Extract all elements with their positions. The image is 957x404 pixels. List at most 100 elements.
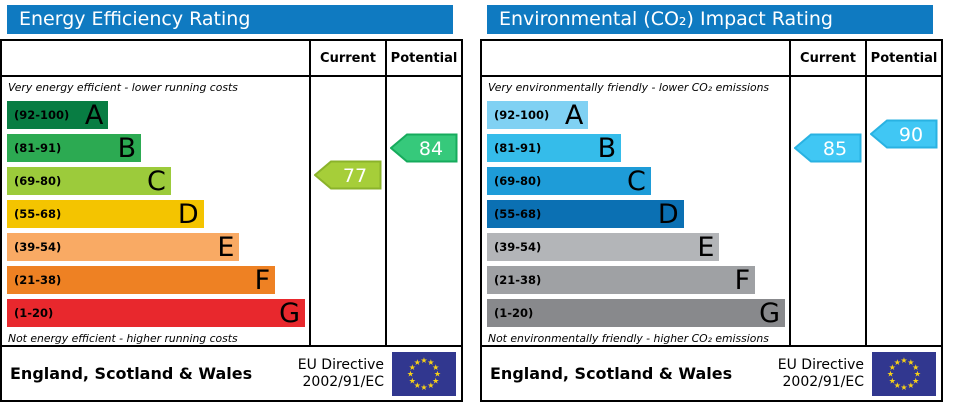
band-area: Very energy efficient - lower running co… [2, 77, 309, 345]
region-label: England, Scotland & Wales [10, 364, 253, 383]
band-range: (92-100) [494, 108, 550, 122]
environmental-impact-chart: Environmental (CO₂) Impact Rating Curren… [480, 0, 943, 402]
band-range: (55-68) [494, 207, 542, 221]
svg-text:★: ★ [907, 357, 914, 366]
band-range: (55-68) [14, 207, 62, 221]
band-row-d: (55-68) D [7, 200, 204, 228]
svg-text:★: ★ [889, 376, 896, 385]
band-letter: E [697, 231, 715, 263]
header-spacer [482, 41, 789, 77]
band-letter: B [597, 132, 617, 164]
band-row-a: (92-100) A [7, 99, 109, 131]
caption-top: Very energy efficient - lower running co… [8, 81, 238, 94]
svg-text:★: ★ [414, 357, 421, 366]
band-range: (21-38) [494, 273, 542, 287]
environmental-rating-table: Current Potential Very environmentally f… [480, 39, 943, 402]
eu-directive-line1: EU Directive [297, 356, 384, 373]
svg-text:★: ★ [907, 381, 914, 390]
svg-text:★: ★ [914, 369, 921, 378]
eu-flag-icon: ★ ★ ★ ★ ★ ★ ★ ★ ★ ★ ★ ★ [872, 351, 936, 396]
band-range: (92-100) [14, 108, 70, 122]
band-row-f: (21-38) F [487, 264, 756, 296]
footer: England, Scotland & Wales EU Directive 2… [2, 345, 461, 400]
svg-text:★: ★ [432, 376, 439, 385]
eu-directive-line1: EU Directive [777, 356, 864, 373]
current-rating-arrow-icon: 77 [314, 160, 382, 190]
potential-column: 84 [385, 77, 461, 345]
svg-text:★: ★ [409, 376, 416, 385]
svg-text:★: ★ [407, 369, 414, 378]
svg-text:★: ★ [900, 356, 907, 365]
band-letter: C [147, 165, 166, 197]
eu-flag-icon: ★ ★ ★ ★ ★ ★ ★ ★ ★ ★ ★ ★ [392, 351, 456, 396]
band-row-a: (92-100) A [487, 99, 589, 131]
band-range: (69-80) [14, 174, 62, 188]
potential-rating-arrow-icon: 90 [870, 119, 938, 149]
band-range: (39-54) [14, 240, 62, 254]
band-range: (81-91) [494, 141, 542, 155]
eu-directive-label: EU Directive 2002/91/EC [778, 357, 864, 391]
band-letter: G [279, 297, 300, 329]
potential-column-header: Potential [385, 41, 461, 77]
potential-column-header: Potential [865, 41, 941, 77]
header-spacer [2, 41, 309, 77]
current-column: 77 [309, 77, 385, 345]
svg-text:★: ★ [889, 362, 896, 371]
svg-text:★: ★ [900, 383, 907, 392]
caption-bottom: Not environmentally friendly - higher CO… [488, 332, 769, 345]
caption-bottom: Not energy efficient - higher running co… [8, 332, 238, 345]
band-letter: D [657, 198, 679, 230]
band-row-g: (1-20) G [487, 299, 785, 327]
current-rating-value: 77 [343, 165, 367, 187]
potential-rating-arrow-icon: 84 [390, 133, 458, 163]
caption-top: Very environmentally friendly - lower CO… [488, 81, 770, 94]
svg-text:★: ★ [414, 381, 421, 390]
band-letter: A [564, 99, 584, 131]
potential-rating-value: 90 [899, 124, 923, 146]
band-row-e: (39-54) E [7, 231, 240, 263]
band-letter: A [84, 99, 104, 131]
band-letter: F [734, 264, 751, 296]
band-row-b: (81-91) B [487, 132, 622, 164]
region-label: England, Scotland & Wales [490, 364, 733, 383]
svg-text:★: ★ [420, 383, 427, 392]
band-row-b: (81-91) B [7, 132, 142, 164]
band-row-c: (69-80) C [7, 167, 171, 195]
potential-column: 90 [865, 77, 941, 345]
current-column: 85 [789, 77, 865, 345]
band-range: (39-54) [494, 240, 542, 254]
band-row-g: (1-20) G [7, 299, 305, 327]
band-letter: F [254, 264, 271, 296]
band-range: (1-20) [14, 306, 54, 320]
current-column-header: Current [309, 41, 385, 77]
band-letter: C [627, 165, 646, 197]
svg-text:★: ★ [420, 356, 427, 365]
band-letter: B [117, 132, 137, 164]
band-row-e: (39-54) E [487, 231, 720, 263]
current-column-header: Current [789, 41, 865, 77]
current-rating-value: 85 [823, 138, 847, 160]
band-letter: D [177, 198, 199, 230]
svg-text:★: ★ [409, 362, 416, 371]
band-range: (81-91) [14, 141, 62, 155]
potential-rating-value: 84 [419, 138, 443, 160]
energy-efficiency-chart: Energy Efficiency Rating Current Potenti… [0, 0, 463, 402]
svg-text:★: ★ [427, 381, 434, 390]
environmental-chart-title: Environmental (CO₂) Impact Rating [487, 5, 933, 34]
svg-text:★: ★ [894, 381, 901, 390]
band-row-f: (21-38) F [7, 264, 276, 296]
svg-text:★: ★ [432, 362, 439, 371]
svg-text:★: ★ [912, 362, 919, 371]
energy-rating-table: Current Potential Very energy efficient … [0, 39, 463, 402]
band-range: (21-38) [14, 273, 62, 287]
svg-text:★: ★ [912, 376, 919, 385]
band-area: Very environmentally friendly - lower CO… [482, 77, 789, 345]
band-row-c: (69-80) C [487, 167, 651, 195]
footer: England, Scotland & Wales EU Directive 2… [482, 345, 941, 400]
svg-text:★: ★ [434, 369, 441, 378]
svg-text:★: ★ [887, 369, 894, 378]
band-letter: G [759, 297, 780, 329]
band-letter: E [217, 231, 235, 263]
band-range: (69-80) [494, 174, 542, 188]
